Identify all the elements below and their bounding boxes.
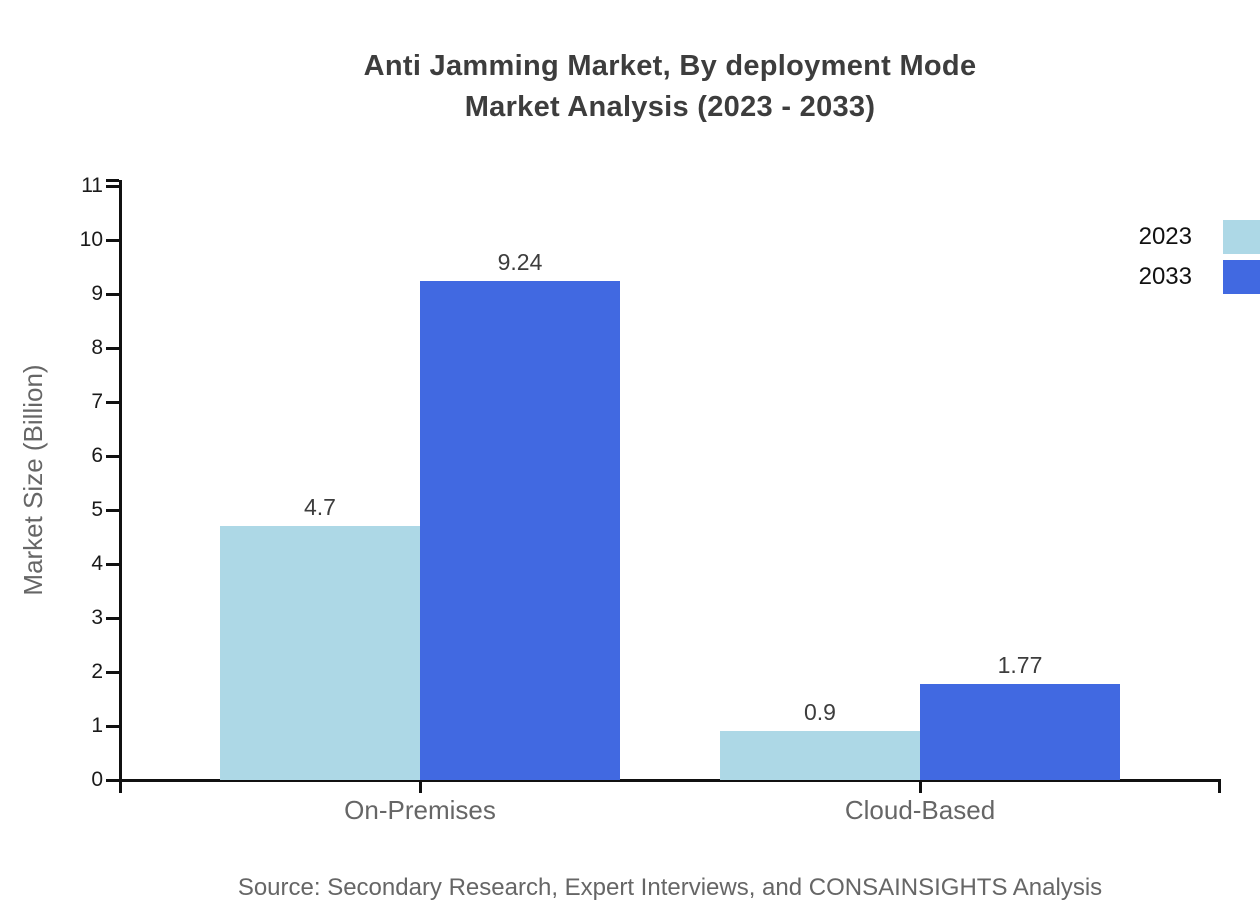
bar-2023-on-premises: [220, 526, 420, 780]
x-tick: [418, 780, 422, 793]
bar-2033-on-premises: [420, 281, 620, 780]
y-tick: [106, 508, 119, 512]
y-tick-label: 3: [91, 606, 103, 629]
y-tick-label: 7: [91, 390, 103, 413]
bar-2023-cloud-based: [720, 731, 920, 780]
bar-value-label: 4.7: [304, 494, 336, 521]
y-tick: [106, 778, 119, 782]
x-tick: [918, 780, 922, 793]
source-attribution: Source: Secondary Research, Expert Inter…: [237, 874, 1103, 901]
legend-row-2033: 2033: [1139, 259, 1260, 294]
chart-title-line1: Anti Jamming Market, By deployment Mode: [363, 50, 977, 82]
y-tick-label: 0: [91, 768, 103, 791]
y-axis-line: [119, 180, 122, 793]
y-tick: [106, 400, 119, 404]
y-tick: [106, 616, 119, 620]
legend-row-2023: 2023: [1139, 219, 1260, 254]
y-tick-label: 4: [91, 552, 103, 575]
y-tick-label: 11: [81, 174, 103, 197]
legend-swatch-2023: [1223, 219, 1260, 254]
chart-title: Anti Jamming Market, By deployment Mode …: [120, 46, 1220, 128]
y-tick: [106, 454, 119, 458]
bar-value-label: 0.9: [804, 699, 836, 726]
y-tick-label: 1: [91, 714, 103, 737]
y-tick: [106, 292, 119, 296]
bar-value-label: 1.77: [997, 652, 1043, 679]
y-tick-label: 10: [79, 228, 103, 251]
y-tick-label: 8: [91, 336, 103, 359]
y-tick: [106, 238, 119, 242]
y-tick: [106, 346, 119, 350]
y-tick-label: 5: [91, 498, 103, 521]
x-axis-end-cap-tick: [1218, 780, 1221, 793]
legend-label-2033: 2033: [1138, 263, 1192, 290]
y-tick-label: 9: [91, 282, 103, 305]
y-tick-label: 6: [91, 444, 103, 467]
y-tick: [106, 724, 119, 728]
bar-value-label: 9.24: [497, 249, 543, 276]
y-tick-label: 2: [91, 660, 103, 683]
y-tick: [106, 184, 119, 188]
y-tick: [106, 562, 119, 566]
bar-2033-cloud-based: [920, 684, 1120, 780]
y-tick: [106, 670, 119, 674]
legend-swatch-2033: [1223, 259, 1260, 294]
x-category-label: Cloud-Based: [844, 795, 996, 825]
x-category-label: On-Premises: [344, 795, 496, 825]
chart-title-line2: Market Analysis (2023 - 2033): [464, 91, 876, 123]
y-axis-end-cap-tick: [106, 179, 119, 182]
x-axis-line: [119, 779, 1221, 782]
legend-label-2023: 2023: [1138, 223, 1192, 250]
